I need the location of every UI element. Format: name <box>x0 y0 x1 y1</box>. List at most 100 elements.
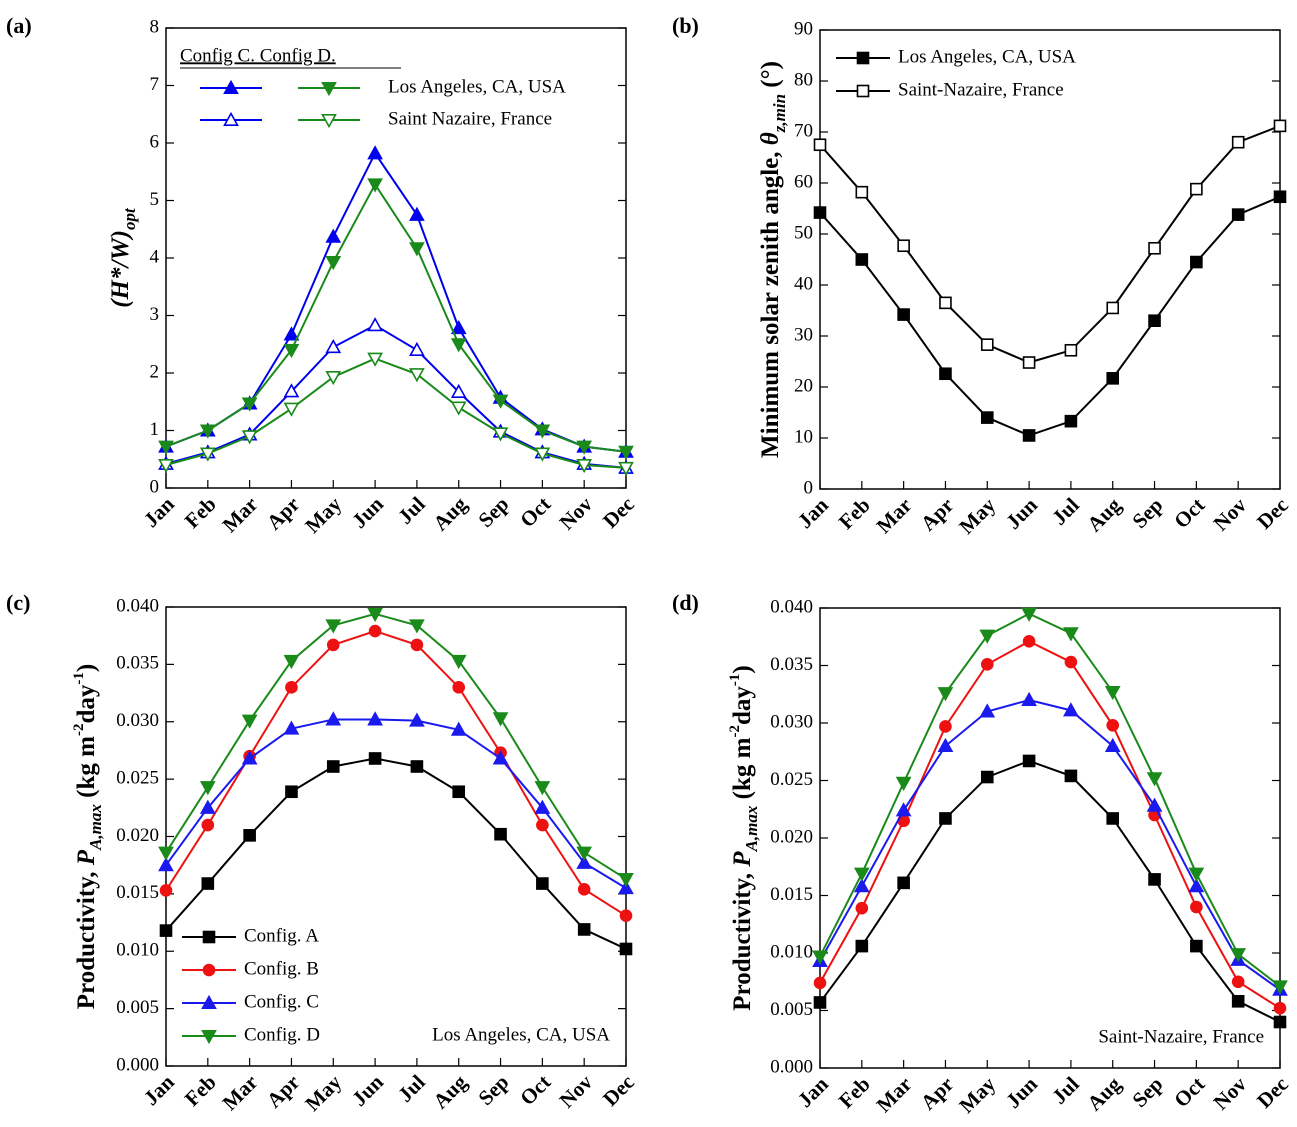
data-point <box>492 427 509 442</box>
data-point <box>367 711 383 726</box>
data-point <box>1104 685 1121 701</box>
data-point <box>452 681 466 694</box>
series-line <box>819 759 1281 1023</box>
legend-marker <box>202 930 216 944</box>
data-point <box>492 394 509 409</box>
data-point <box>1231 975 1245 989</box>
y-tick-label: 0.040 <box>770 596 813 617</box>
x-tick-label: Oct <box>1169 1072 1209 1112</box>
x-tick-label: Aug <box>1082 1072 1126 1116</box>
y-axis-label-part: (H*/W) <box>107 230 134 308</box>
data-point <box>326 760 340 773</box>
x-tick-label: Sep <box>1127 493 1167 533</box>
data-point <box>895 802 912 817</box>
data-point <box>1273 1015 1287 1029</box>
x-tick-label: Dec <box>1252 493 1293 534</box>
legend-label: Config. D <box>244 1024 320 1045</box>
legend-label: Los Angeles, CA, USA <box>388 76 566 97</box>
data-point <box>1022 429 1036 442</box>
legend-marker <box>223 111 239 126</box>
y-tick-label: 0.010 <box>116 940 159 961</box>
legend-title: Config C. Config D. <box>180 45 336 66</box>
data-point <box>1188 867 1205 882</box>
y-tick-label: 90 <box>794 18 813 39</box>
data-point <box>367 317 383 332</box>
data-point <box>536 818 549 832</box>
legend-label: Config. B <box>244 958 319 979</box>
y-tick-label: 1 <box>150 419 160 440</box>
data-point <box>241 397 258 412</box>
x-tick-label: Aug <box>428 1070 472 1114</box>
x-tick-label: May <box>300 1070 346 1116</box>
data-point <box>576 458 593 474</box>
data-point <box>577 882 591 896</box>
y-tick-label: 3 <box>150 304 160 325</box>
data-point <box>853 878 870 893</box>
x-tick-label: Jul <box>393 1070 430 1107</box>
data-point <box>1190 939 1203 953</box>
data-point <box>1106 718 1120 732</box>
x-tick-label: Apr <box>262 492 305 535</box>
y-tick-label: 4 <box>150 246 160 267</box>
x-tick-label: Jun <box>347 492 388 533</box>
x-tick-label: Oct <box>515 492 555 532</box>
data-point <box>367 178 383 193</box>
data-point <box>325 338 342 354</box>
y-axis-label-part: P <box>729 851 756 868</box>
data-point <box>577 923 591 936</box>
x-tick-label: Mar <box>218 1070 263 1115</box>
data-point <box>939 812 952 825</box>
plot-frame <box>165 606 627 1067</box>
data-point <box>494 827 507 841</box>
y-tick-label: 0.035 <box>770 654 813 675</box>
x-tick-label: Jan <box>139 1070 179 1110</box>
data-point <box>1231 994 1245 1008</box>
y-axis-label-part: ) <box>729 665 756 673</box>
data-point <box>452 785 466 799</box>
data-point <box>536 877 549 890</box>
x-tick-label: Sep <box>473 1070 513 1110</box>
data-point <box>534 447 551 462</box>
data-point <box>855 253 869 266</box>
y-tick-label: 70 <box>794 120 813 141</box>
data-point <box>1148 873 1161 886</box>
y-tick-label: 60 <box>794 171 813 192</box>
y-axis-label-part: θ <box>757 132 784 145</box>
x-tick-label: Jan <box>793 493 833 533</box>
data-point <box>1146 772 1163 787</box>
y-tick-label: 10 <box>794 426 813 447</box>
y-axis-label-part: -2 <box>71 724 87 737</box>
legend-marker <box>856 51 870 65</box>
data-point <box>199 781 216 796</box>
x-tick-label: Feb <box>180 492 221 533</box>
x-tick-label: Jun <box>1001 493 1042 534</box>
x-tick-label: Jun <box>347 1070 388 1111</box>
data-point <box>285 681 298 694</box>
data-point <box>1272 980 1288 995</box>
data-point <box>159 924 173 937</box>
data-point <box>409 242 425 257</box>
y-axis-label-part: Minimum solar zenith angle, <box>757 145 784 458</box>
y-axis-label: Productivity, PA,max (kg m-2day-1) <box>727 665 761 1010</box>
data-point <box>576 854 593 869</box>
data-point <box>283 383 300 398</box>
data-point <box>1064 769 1078 783</box>
data-point <box>576 846 593 861</box>
x-tick-label: Jan <box>139 492 179 532</box>
data-point <box>618 879 634 895</box>
series-line <box>165 357 627 469</box>
legend-label: Saint-Nazaire, France <box>898 79 1064 100</box>
data-point <box>1273 1001 1287 1015</box>
data-point <box>409 368 425 383</box>
data-point <box>450 383 467 398</box>
y-axis-label-part: P <box>73 849 100 866</box>
y-axis-label: Productivity, PA,max (kg m-2day-1) <box>71 664 105 1009</box>
data-point <box>241 714 258 729</box>
y-tick-label: 0.025 <box>116 767 159 788</box>
data-point <box>813 206 827 219</box>
data-point <box>1022 754 1036 768</box>
data-point <box>576 440 593 455</box>
legend-marker <box>202 963 216 977</box>
